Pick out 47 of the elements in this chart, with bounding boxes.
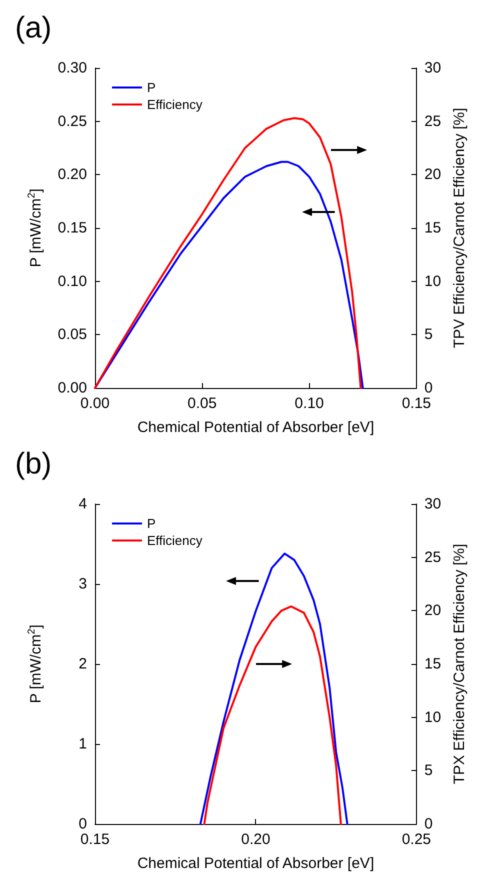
y-tick-label: 0.15 <box>58 220 87 236</box>
legend-label: Efficiency <box>147 97 203 112</box>
y-tick-label: 0.25 <box>58 112 87 130</box>
y-axis-title: P [mW/cm2] <box>26 624 44 704</box>
y2-tick-label: 20 <box>424 166 442 184</box>
y2-tick-label: 5 <box>424 762 433 780</box>
y-tick-label: 0 <box>78 816 87 832</box>
y2-tick-label: 10 <box>424 708 442 726</box>
line-series <box>94 160 364 389</box>
y-tick-label: 0.00 <box>58 380 87 396</box>
y-tick-label: 0.20 <box>58 166 87 184</box>
x-axis-title: Chemical Potential of Absorber [eV] <box>137 855 374 872</box>
y2-tick-label: 0 <box>424 380 433 396</box>
y2-tick-label: 15 <box>424 220 442 236</box>
y-tick-label: 0.10 <box>58 272 87 290</box>
y2-tick-label: 5 <box>424 326 433 344</box>
y2-tick-label: 20 <box>424 602 442 620</box>
x-axis-title: Chemical Potential of Absorber [eV] <box>137 419 374 436</box>
x-tick-label: 0.15 <box>402 395 432 412</box>
x-tick-label: 0.10 <box>294 395 324 412</box>
y-tick-label: 0.05 <box>58 326 87 344</box>
legend-label: P <box>147 80 156 95</box>
y-tick-label: 4 <box>78 496 87 512</box>
y-tick-label: 1 <box>78 736 87 752</box>
y2-tick-label: 0 <box>424 816 433 832</box>
y-tick-label: 3 <box>78 576 87 592</box>
x-tick-label: 0.20 <box>241 831 270 848</box>
line-series <box>199 552 348 825</box>
y2-tick-label: 30 <box>424 60 442 76</box>
y2-tick-label: 15 <box>424 656 442 672</box>
chart-title: (b) <box>15 448 52 480</box>
x-tick-label: 0.05 <box>188 395 217 412</box>
y2-axis-title: TPX Efficiency/Carnot Efficiency [%] <box>451 544 468 784</box>
y-axis-title: P [mW/cm2] <box>26 188 44 268</box>
y2-tick-label: 10 <box>424 272 442 290</box>
y-tick-label: 2 <box>78 656 87 672</box>
y2-tick-label: 25 <box>424 112 442 130</box>
chart-title: (a) <box>15 12 52 44</box>
legend-label: Efficiency <box>147 533 203 548</box>
y2-tick-label: 30 <box>424 496 442 512</box>
x-tick-label: 0.25 <box>402 831 432 848</box>
line-series <box>203 605 342 825</box>
y2-tick-label: 25 <box>424 548 442 566</box>
y2-axis-title: TPV Efficiency/Carnot Efficiency [%] <box>451 108 468 348</box>
line-series <box>94 117 362 389</box>
legend-label: P <box>147 516 156 531</box>
y-tick-label: 0.30 <box>58 60 87 76</box>
